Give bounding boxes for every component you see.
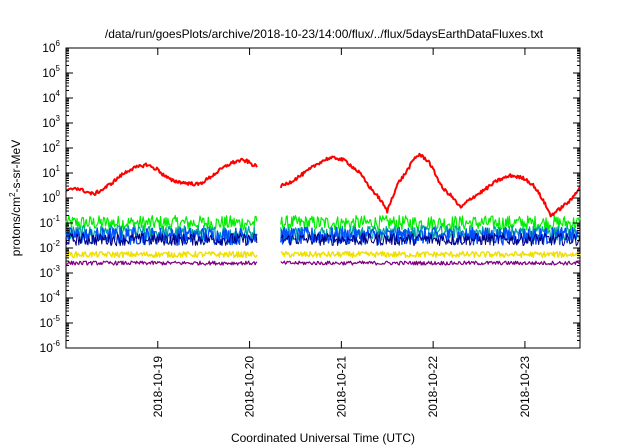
x-tick-label: 2018-10-22: [426, 356, 440, 418]
series-line-6: [65, 260, 581, 266]
series-line-0: [65, 152, 581, 218]
y-tick-label: 10-5: [40, 314, 61, 330]
chart-title: /data/run/goesPlots/archive/2018-10-23/1…: [105, 27, 544, 41]
y-tick-label: 104: [42, 89, 60, 105]
x-tick-label: 2018-10-20: [243, 356, 257, 418]
x-tick-label: 2018-10-23: [518, 356, 532, 418]
y-tick-label: 10-1: [40, 214, 61, 230]
y-tick-label: 10-4: [40, 289, 61, 305]
y-tick-label: 106: [42, 39, 60, 55]
series-layer: [65, 152, 581, 266]
y-tick-label: 10-2: [40, 239, 61, 255]
series-line-4: [65, 232, 581, 247]
x-tick-label: 2018-10-19: [151, 356, 165, 418]
y-tick-label: 10-6: [40, 339, 61, 355]
y-axis-label: protons/cm2-s-sr-MeV: [8, 140, 23, 256]
x-axis-ticks: 2018-10-19 2018-10-20 2018-10-21 2018-10-22…: [151, 48, 532, 417]
y-tick-label: 102: [42, 139, 60, 155]
y-tick-label: 101: [42, 164, 60, 180]
x-axis-label: Coordinated Universal Time (UTC): [231, 431, 415, 445]
y-tick-label: 105: [42, 64, 60, 80]
y-tick-label: 10-3: [40, 264, 61, 280]
x-tick-label: 2018-10-21: [334, 356, 348, 418]
y-axis-ticks: 10-6 10-5 10-4 10-3 10-2 10-1 100 101 102 103 104 1…: [40, 39, 580, 355]
series-line-5: [65, 250, 581, 259]
plot-area: 10-6 10-5 10-4 10-3 10-2 10-1 100 101 102 103 104 1…: [40, 39, 581, 417]
plot-frame: [65, 47, 581, 349]
y-tick-label: 103: [42, 114, 60, 130]
y-tick-label: 100: [42, 189, 60, 205]
